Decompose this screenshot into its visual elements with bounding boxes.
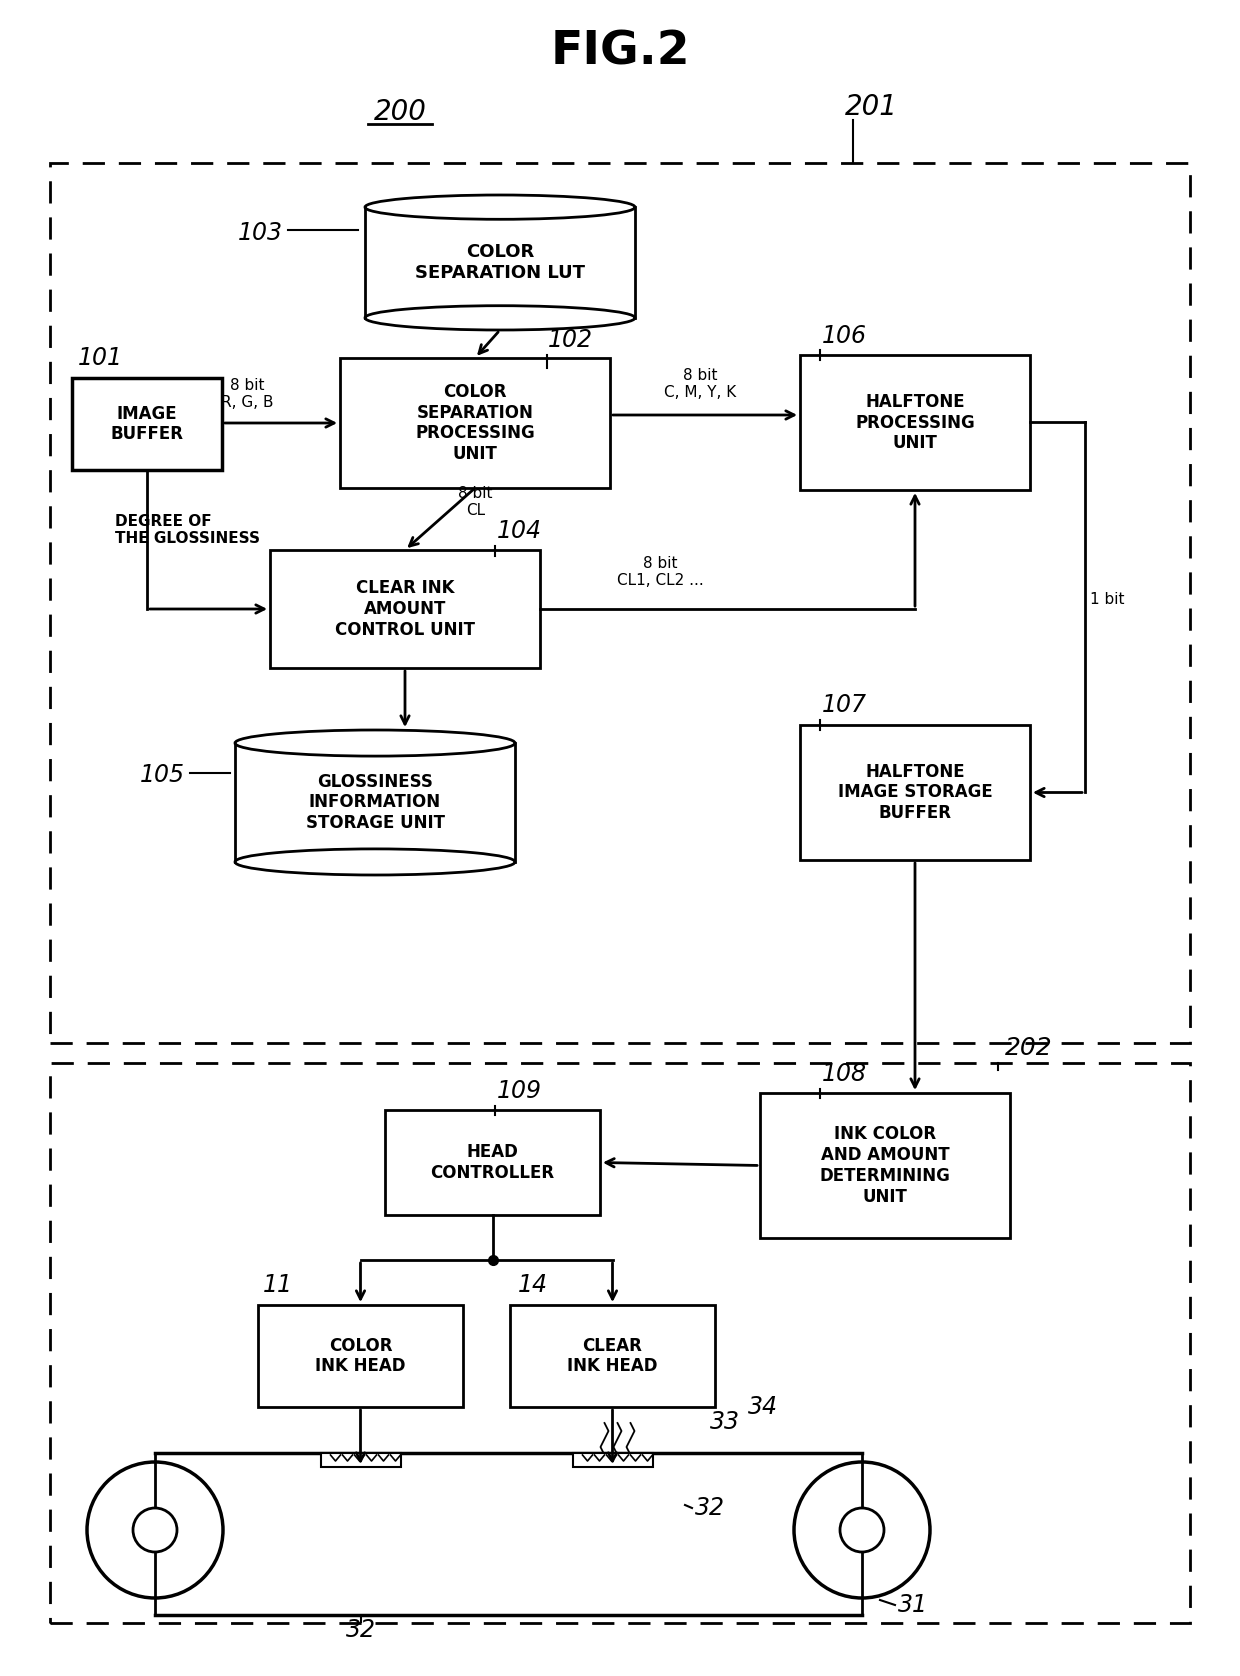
- Bar: [320, 1453, 401, 1466]
- Circle shape: [87, 1461, 223, 1597]
- Text: 103: 103: [238, 221, 283, 245]
- Text: 31: 31: [898, 1592, 928, 1617]
- Text: 1 bit: 1 bit: [1090, 593, 1125, 607]
- Circle shape: [794, 1461, 930, 1597]
- Text: 101: 101: [78, 345, 123, 370]
- Bar: [270, 550, 539, 669]
- Bar: [573, 1453, 652, 1466]
- Text: FIG.2: FIG.2: [551, 30, 689, 74]
- Bar: [365, 208, 635, 318]
- Text: 8 bit
CL1, CL2 ...: 8 bit CL1, CL2 ...: [616, 556, 703, 588]
- Ellipse shape: [365, 305, 635, 330]
- Text: COLOR
SEPARATION
PROCESSING
UNIT: COLOR SEPARATION PROCESSING UNIT: [415, 382, 534, 463]
- Text: CLEAR INK
AMOUNT
CONTROL UNIT: CLEAR INK AMOUNT CONTROL UNIT: [335, 580, 475, 639]
- Text: 8 bit
C, M, Y, K: 8 bit C, M, Y, K: [663, 367, 737, 401]
- Text: 202: 202: [1004, 1036, 1053, 1059]
- Text: 34: 34: [748, 1394, 777, 1420]
- Text: 8 bit
R, G, B: 8 bit R, G, B: [221, 377, 273, 411]
- Text: CLEAR
INK HEAD: CLEAR INK HEAD: [567, 1336, 657, 1376]
- Ellipse shape: [236, 731, 515, 756]
- Text: 14: 14: [518, 1274, 548, 1297]
- Text: COLOR
SEPARATION LUT: COLOR SEPARATION LUT: [415, 243, 585, 282]
- Text: 32: 32: [346, 1617, 376, 1642]
- Ellipse shape: [236, 850, 515, 875]
- Ellipse shape: [365, 194, 635, 220]
- Bar: [236, 742, 515, 861]
- Bar: [258, 1306, 463, 1406]
- Text: HALFTONE
IMAGE STORAGE
BUFFER: HALFTONE IMAGE STORAGE BUFFER: [838, 763, 992, 823]
- Bar: [50, 1063, 1190, 1622]
- Text: 32: 32: [694, 1497, 725, 1520]
- Circle shape: [133, 1508, 177, 1552]
- Text: 201: 201: [844, 92, 898, 121]
- Text: 200: 200: [373, 97, 427, 126]
- Bar: [340, 359, 610, 488]
- Bar: [800, 726, 1030, 860]
- Text: HEAD
CONTROLLER: HEAD CONTROLLER: [430, 1143, 554, 1182]
- Text: 102: 102: [548, 328, 593, 352]
- Circle shape: [839, 1508, 884, 1552]
- Text: 106: 106: [822, 323, 867, 349]
- Text: IMAGE
BUFFER: IMAGE BUFFER: [110, 404, 184, 444]
- Text: HALFTONE
PROCESSING
UNIT: HALFTONE PROCESSING UNIT: [856, 392, 975, 453]
- Bar: [510, 1306, 715, 1406]
- Text: 11: 11: [263, 1274, 293, 1297]
- Bar: [384, 1110, 600, 1215]
- Text: DEGREE OF
THE GLOSSINESS: DEGREE OF THE GLOSSINESS: [115, 515, 260, 546]
- Bar: [72, 379, 222, 469]
- Text: 109: 109: [497, 1079, 542, 1103]
- Text: 33: 33: [711, 1410, 740, 1435]
- Text: 107: 107: [822, 692, 867, 717]
- Text: INK COLOR
AND AMOUNT
DETERMINING
UNIT: INK COLOR AND AMOUNT DETERMINING UNIT: [820, 1125, 950, 1205]
- Bar: [50, 163, 1190, 1042]
- Text: 105: 105: [140, 763, 185, 788]
- Text: GLOSSINESS
INFORMATION
STORAGE UNIT: GLOSSINESS INFORMATION STORAGE UNIT: [305, 773, 444, 833]
- Text: 104: 104: [497, 520, 542, 543]
- Text: COLOR
INK HEAD: COLOR INK HEAD: [315, 1336, 405, 1376]
- Bar: [800, 355, 1030, 489]
- Text: 8 bit
CL: 8 bit CL: [458, 486, 492, 518]
- Text: 108: 108: [822, 1063, 867, 1086]
- Bar: [760, 1093, 1011, 1239]
